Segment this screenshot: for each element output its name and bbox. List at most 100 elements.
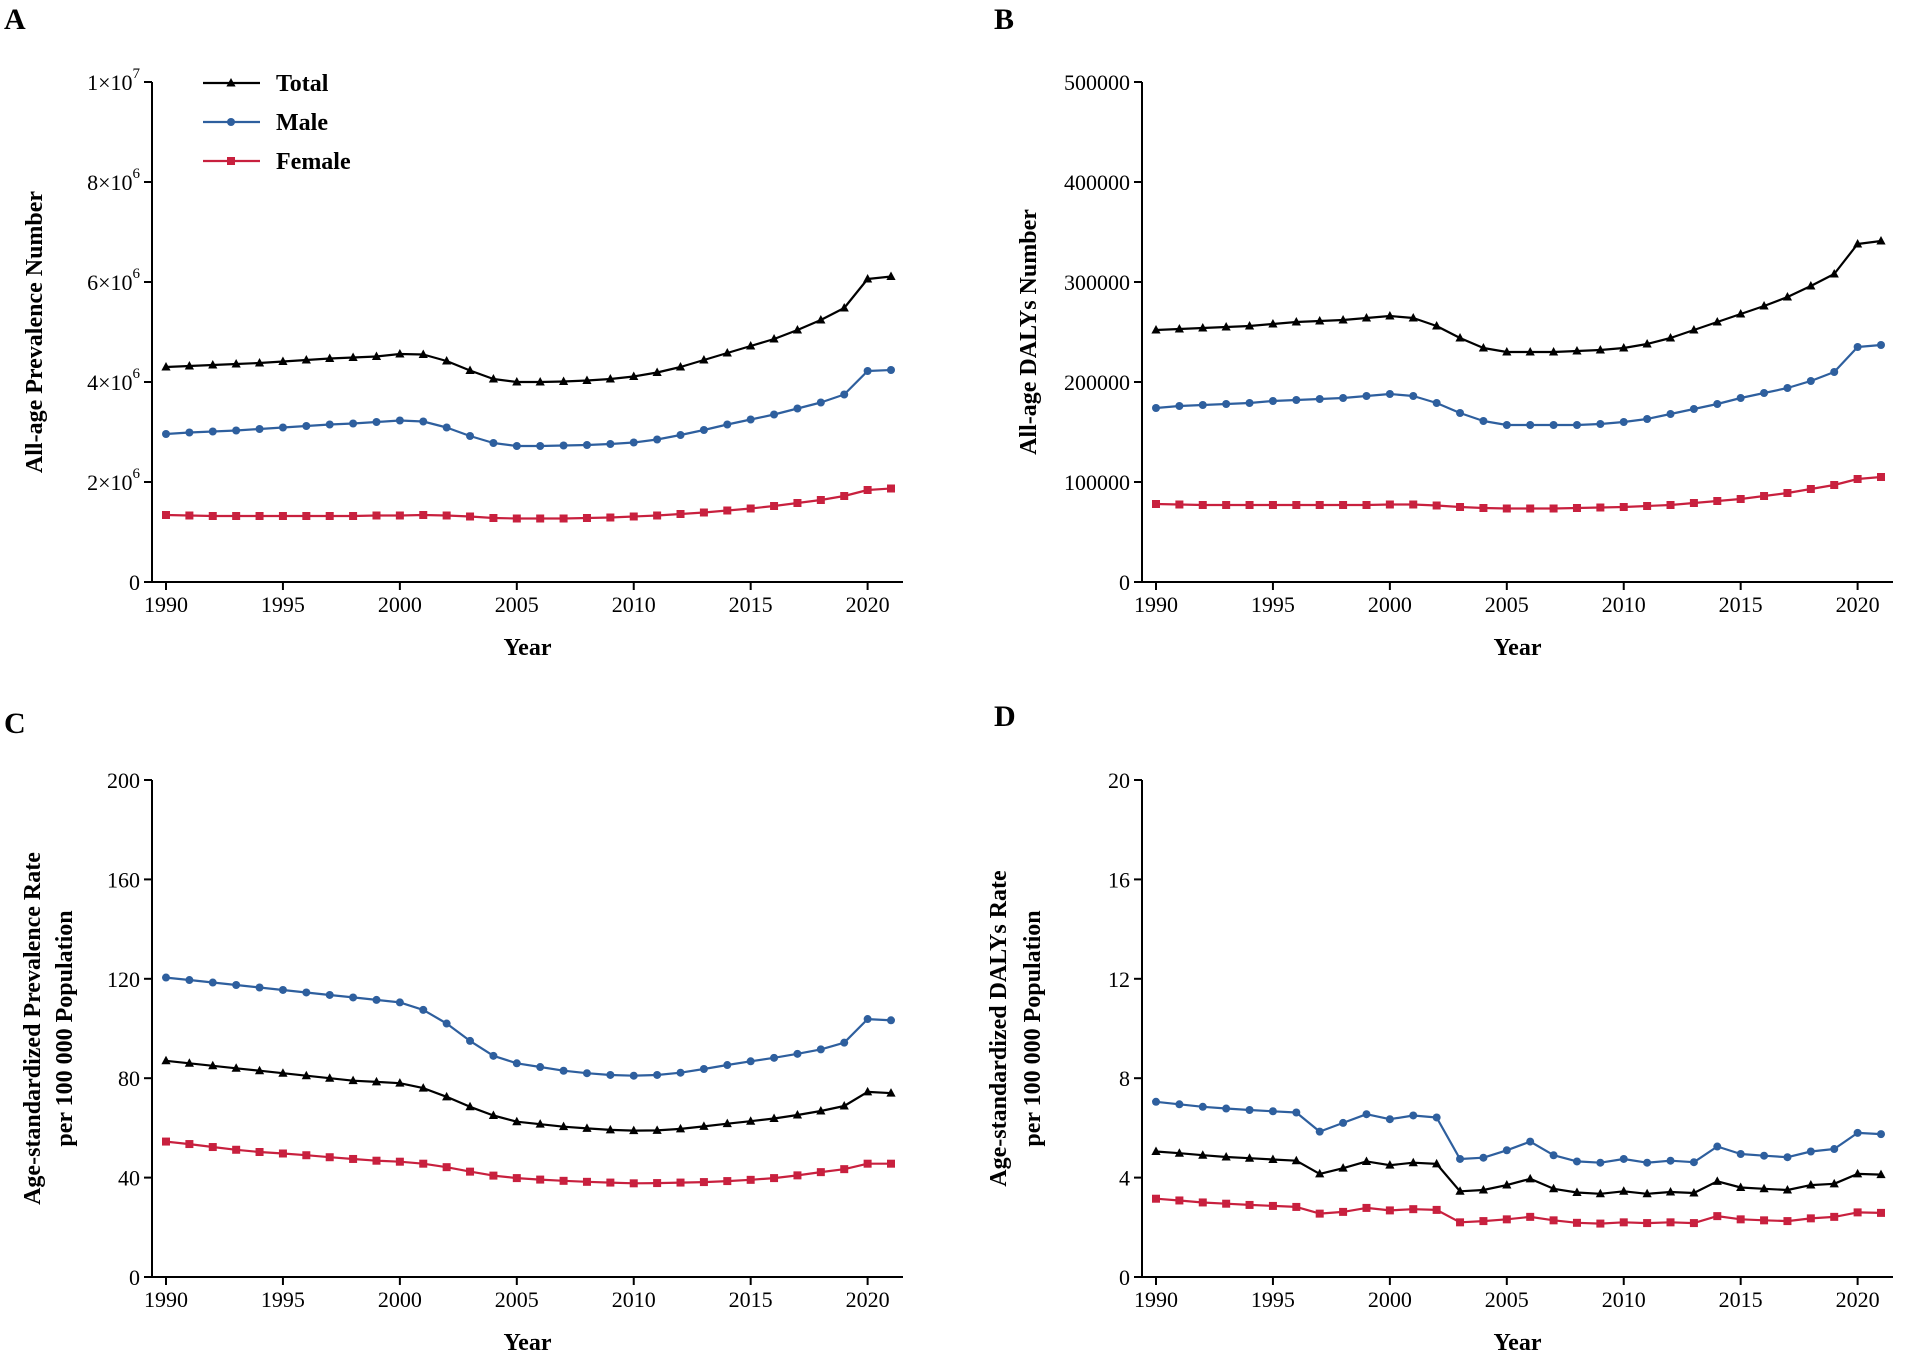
data-point-female <box>1409 1205 1418 1214</box>
panel-b: B 0 100000 200000 300000 400000 500000 1990 199… <box>994 3 1893 661</box>
data-point-total <box>1689 1188 1699 1197</box>
data-point-female <box>1596 1219 1605 1228</box>
series-line-total <box>165 1059 892 1132</box>
data-point-male <box>582 1069 591 1078</box>
data-point-female <box>442 511 451 520</box>
data-point-total <box>816 1106 826 1115</box>
data-point-total <box>161 362 171 371</box>
data-point-total <box>278 356 288 365</box>
data-point-female <box>863 486 872 494</box>
data-point-total <box>184 361 194 370</box>
data-point-female <box>372 511 381 520</box>
data-point-female <box>793 499 802 507</box>
data-point-total <box>1221 322 1231 331</box>
data-point-female <box>395 511 404 520</box>
data-point-male <box>325 420 334 429</box>
data-point-male <box>723 1061 732 1070</box>
data-point-total <box>769 334 779 343</box>
y-tick-label: 40 <box>118 1166 140 1191</box>
series-line-total <box>165 275 892 384</box>
data-point-male <box>1736 1149 1745 1158</box>
data-point-male <box>863 367 872 375</box>
data-point-female <box>606 513 615 522</box>
data-point-male <box>1526 421 1535 429</box>
data-point-female <box>746 1175 755 1184</box>
data-point-male <box>1385 390 1394 398</box>
data-point-female <box>840 1165 849 1174</box>
data-point-female <box>1479 504 1488 512</box>
series-line-male <box>1155 1100 1882 1164</box>
data-point-male <box>489 439 498 447</box>
data-point-female <box>1689 1219 1698 1228</box>
data-point-female <box>232 512 241 520</box>
data-point-female <box>349 1154 358 1163</box>
data-point-female <box>606 1178 615 1187</box>
data-point-total <box>1408 313 1418 322</box>
data-point-female <box>489 514 498 522</box>
data-point-total <box>605 374 615 383</box>
x-tick-label: 2015 <box>729 1287 773 1312</box>
panel-letter-b: B <box>994 3 1014 36</box>
data-point-total <box>582 1123 592 1132</box>
x-tick-label: 2000 <box>378 592 422 617</box>
data-point-female <box>1736 1215 1745 1224</box>
y-tick-label: 8×106 <box>87 166 140 195</box>
data-point-total <box>1478 343 1489 352</box>
data-point-total <box>1782 1185 1793 1194</box>
y-tick-label-base: 1×10 <box>87 70 132 95</box>
data-point-female <box>1549 504 1558 513</box>
data-point-total <box>488 1110 499 1119</box>
data-point-total <box>1689 325 1699 334</box>
data-point-female <box>1666 501 1675 509</box>
data-point-female <box>512 1174 521 1183</box>
data-point-male <box>770 1053 779 1062</box>
y-axis-title: Age-standardized Prevalence Rate <box>20 852 46 1205</box>
data-point-female <box>1198 1198 1207 1207</box>
data-point-male <box>1619 1154 1628 1163</box>
data-point-total <box>278 1068 288 1077</box>
x-tick-label: 2005 <box>495 1287 539 1312</box>
data-point-male <box>582 441 591 449</box>
data-point-female <box>1292 501 1301 509</box>
data-point-total <box>1572 1187 1582 1197</box>
data-point-total <box>629 371 639 380</box>
data-point-female <box>1175 1196 1184 1205</box>
data-point-total <box>1806 281 1816 290</box>
legend-marker-total <box>226 78 236 87</box>
data-point-total <box>1853 239 1863 248</box>
data-point-female <box>746 504 755 513</box>
data-point-female <box>185 1140 194 1149</box>
data-point-total <box>1619 343 1629 352</box>
data-point-total <box>722 1118 732 1128</box>
x-tick-label: 2015 <box>729 592 773 617</box>
data-point-total <box>1665 333 1676 342</box>
data-point-male <box>653 1070 662 1079</box>
data-point-total <box>418 349 428 358</box>
data-point-female <box>1643 1219 1652 1228</box>
data-point-male <box>1432 399 1441 407</box>
y-tick-label: 300000 <box>1064 270 1130 295</box>
data-point-total <box>746 341 756 350</box>
data-point-female <box>1152 500 1160 508</box>
y-tick-label-base: 20 <box>1108 768 1130 793</box>
x-tick-label: 1990 <box>1134 1287 1178 1312</box>
data-point-female <box>1619 503 1628 511</box>
data-point-total <box>1291 1155 1301 1165</box>
data-point-female <box>1526 1212 1535 1221</box>
data-point-female <box>1292 1202 1301 1211</box>
data-point-total <box>184 1058 194 1067</box>
data-point-female <box>793 1171 802 1180</box>
y-tick-label-base: 0 <box>129 570 140 595</box>
series-male <box>1152 1097 1885 1167</box>
data-point-male <box>536 1063 545 1072</box>
data-point-male <box>653 435 662 444</box>
y-axis-title: Age-standardized DALYs Rate <box>986 870 1012 1187</box>
data-point-total <box>1361 313 1372 322</box>
series-total <box>1151 236 1886 356</box>
data-point-total <box>254 358 265 367</box>
data-point-male <box>746 415 755 424</box>
data-point-male <box>770 410 779 419</box>
data-point-male <box>606 1070 615 1079</box>
data-point-total <box>699 355 709 364</box>
data-point-total <box>208 360 218 369</box>
